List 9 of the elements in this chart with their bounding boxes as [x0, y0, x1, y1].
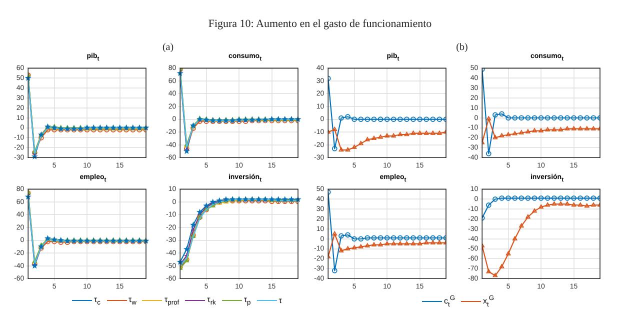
legend-label: τ$_{rk}$: [207, 295, 216, 307]
legend-label: τ$_{c}$: [94, 295, 100, 307]
legend-label: τ$_{prof}$: [164, 295, 180, 307]
legend-label: τ$_{w}$: [128, 295, 136, 307]
text: Figura 10: Aumento en el gasto de funcionamiento: [208, 18, 432, 30]
legend-label: τ$_{p}$: [244, 295, 251, 307]
legend-label: τ: [278, 296, 282, 306]
text: (a): [162, 42, 174, 53]
text: (b): [456, 42, 468, 53]
